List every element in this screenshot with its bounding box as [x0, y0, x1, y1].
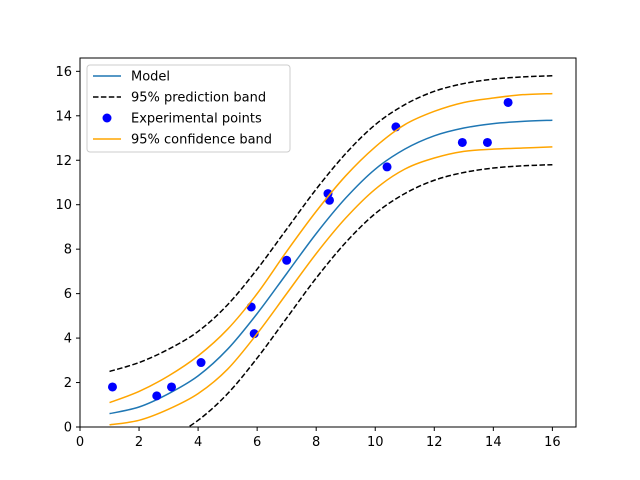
x-tick-label: 6 — [253, 435, 261, 450]
experimental-points-point-12 — [482, 137, 492, 147]
95-confidence-band-upper — [109, 92, 553, 404]
experimental-points-point-8 — [324, 195, 334, 205]
model-line — [109, 119, 553, 415]
legend-marker-experimental-points — [102, 113, 112, 123]
x-tick-label: 2 — [135, 435, 143, 450]
experimental-points-point-13 — [503, 97, 513, 107]
experimental-points-point-6 — [282, 255, 292, 265]
legend: Model 95% prediction band Experimental poi… — [86, 64, 291, 153]
experimental-points-point-4 — [246, 302, 256, 312]
y-tick-label: 12 — [55, 154, 72, 169]
95-confidence-band-lower — [109, 146, 553, 426]
y-tick-label: 4 — [64, 332, 72, 347]
experimental-points-point-0 — [107, 382, 117, 392]
y-tick-label: 6 — [64, 287, 72, 302]
x-tick-label: 4 — [194, 435, 202, 450]
series-layer — [107, 75, 553, 427]
plot-frame — [79, 57, 577, 428]
axes-layer: 0 2 4 6 8 10 12 14 16 0 2 4 6 8 10 12 14 16 — [55, 65, 560, 450]
y-tick-label: 2 — [64, 376, 72, 391]
experimental-points-point-5 — [249, 329, 259, 339]
x-tick-label: 12 — [426, 435, 443, 450]
95-prediction-band-lower — [186, 163, 553, 427]
y-tick-label: 0 — [64, 421, 72, 436]
y-tick-label: 8 — [64, 243, 72, 258]
experimental-points-point-2 — [167, 382, 177, 392]
y-tick-label: 14 — [55, 109, 72, 124]
legend-box — [86, 64, 291, 153]
x-tick-label: 10 — [367, 435, 384, 450]
experimental-points-point-1 — [152, 391, 162, 401]
y-tick-label: 16 — [55, 65, 72, 80]
legend-label-95-prediction-band: 95% prediction band — [131, 91, 266, 106]
experimental-points-point-11 — [457, 137, 467, 147]
legend-label-model: Model — [131, 70, 170, 85]
x-tick-label: 0 — [76, 435, 84, 450]
x-tick-label: 14 — [485, 435, 502, 450]
y-tick-label: 10 — [55, 198, 72, 213]
legend-label-95-confidence-band: 95% confidence band — [131, 133, 272, 148]
experimental-points-point-9 — [382, 162, 392, 172]
legend-label-experimental-points: Experimental points — [131, 112, 262, 127]
x-tick-label: 8 — [312, 435, 320, 450]
95-prediction-band-upper — [109, 75, 553, 373]
experimental-points-point-3 — [196, 358, 206, 368]
x-tick-label: 16 — [544, 435, 561, 450]
